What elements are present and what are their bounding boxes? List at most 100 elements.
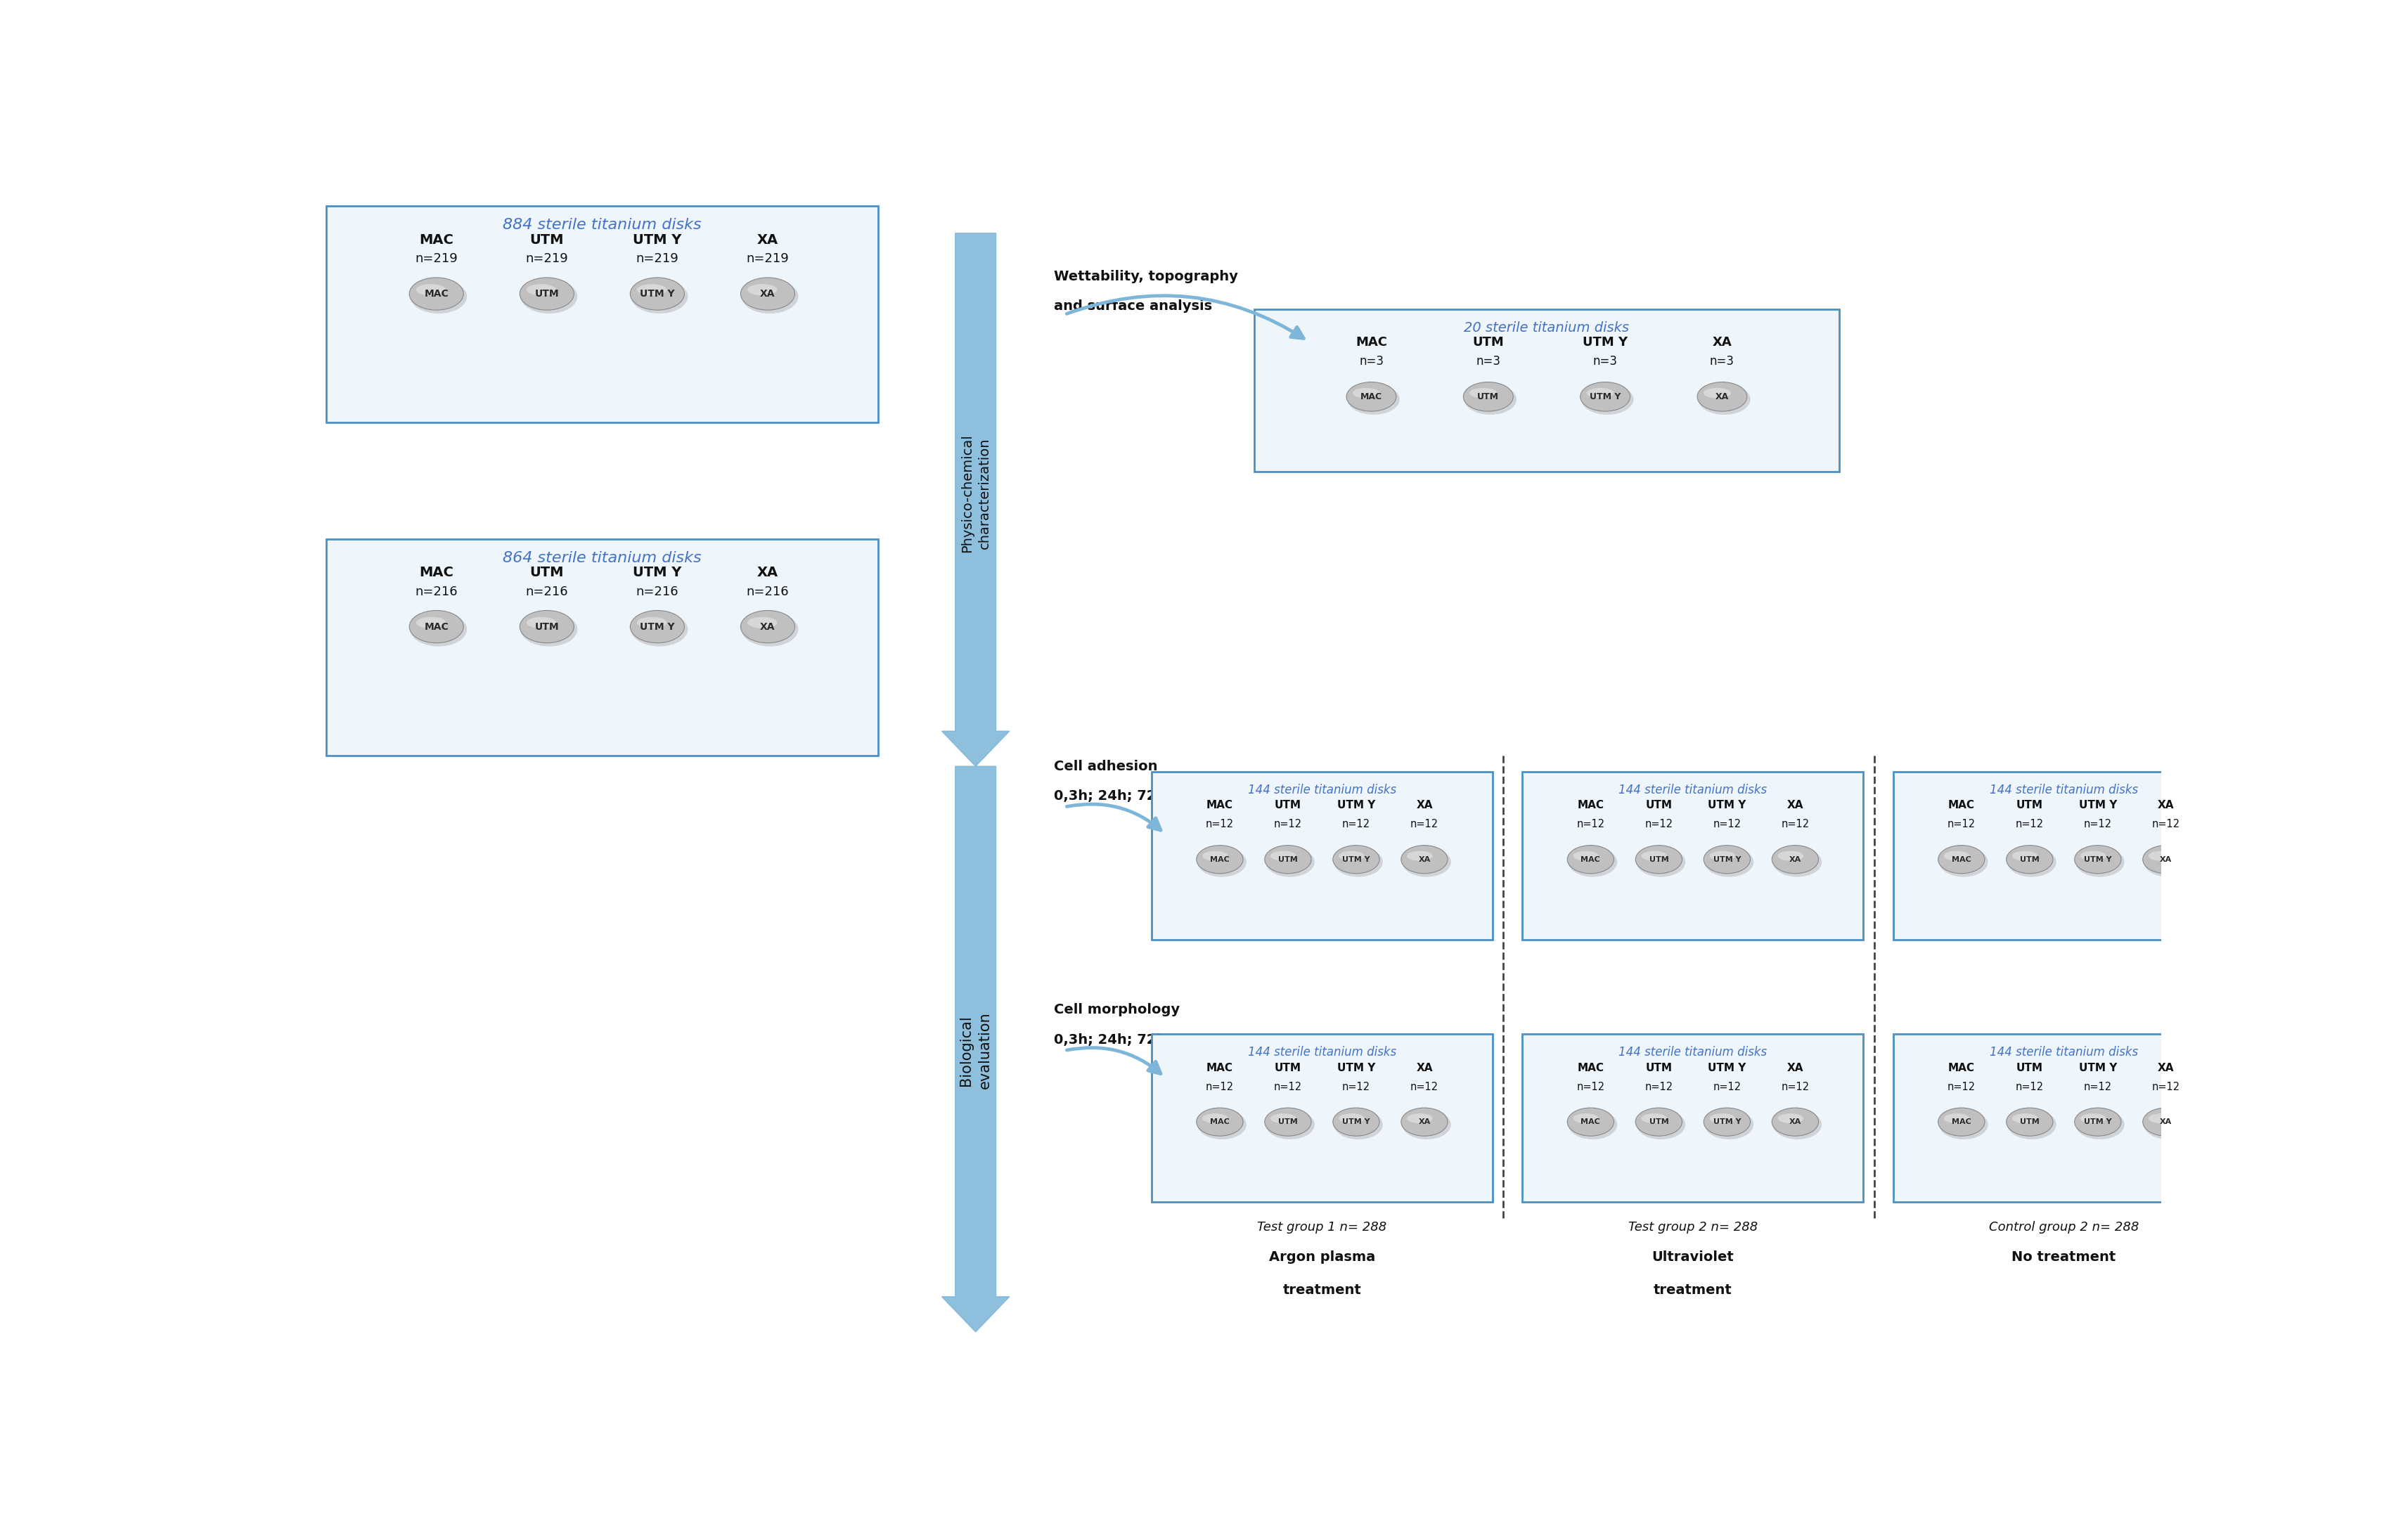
Ellipse shape (1580, 382, 1630, 411)
Ellipse shape (1572, 851, 1599, 862)
Text: Test group 2 n= 288: Test group 2 n= 288 (1628, 1220, 1758, 1234)
Ellipse shape (409, 279, 467, 314)
Ellipse shape (1642, 851, 1666, 862)
Ellipse shape (1401, 1108, 1447, 1136)
Ellipse shape (742, 279, 799, 314)
Ellipse shape (1582, 385, 1633, 415)
Text: n=12: n=12 (2153, 1081, 2179, 1091)
Text: n=219: n=219 (636, 253, 679, 265)
Text: Wettability, topography: Wettability, topography (1055, 270, 1238, 284)
Text: n=12: n=12 (1206, 1081, 1233, 1091)
Ellipse shape (1464, 385, 1517, 415)
Ellipse shape (2013, 1113, 2037, 1124)
Ellipse shape (2143, 1108, 2189, 1136)
Text: MAC: MAC (1948, 800, 1975, 811)
Ellipse shape (1334, 1110, 1382, 1139)
Text: XA: XA (761, 288, 775, 299)
Ellipse shape (1698, 385, 1751, 415)
Text: UTM: UTM (1649, 855, 1669, 863)
Text: No treatment: No treatment (2011, 1251, 2117, 1265)
Ellipse shape (1777, 1113, 1804, 1124)
Ellipse shape (1469, 388, 1498, 399)
Text: MAC: MAC (1580, 1119, 1601, 1125)
Text: XA: XA (761, 622, 775, 632)
Text: n=216: n=216 (636, 586, 679, 598)
Ellipse shape (1710, 1113, 1736, 1124)
Text: XA: XA (1416, 800, 1433, 811)
Text: n=219: n=219 (525, 253, 568, 265)
Text: n=12: n=12 (1274, 1081, 1303, 1091)
Ellipse shape (742, 610, 795, 642)
Text: MAC: MAC (1948, 1062, 1975, 1073)
Text: UTM: UTM (1279, 855, 1298, 863)
Ellipse shape (1334, 845, 1380, 874)
Ellipse shape (742, 612, 799, 647)
Ellipse shape (2143, 1110, 2194, 1139)
Ellipse shape (1353, 388, 1380, 399)
Ellipse shape (1705, 848, 1753, 877)
Ellipse shape (1334, 848, 1382, 877)
Ellipse shape (2006, 845, 2054, 874)
Text: Physico-chemical
characterization: Physico-chemical characterization (961, 434, 992, 552)
Text: XA: XA (1712, 336, 1731, 350)
Text: n=12: n=12 (1948, 1081, 1975, 1091)
Ellipse shape (1772, 845, 1818, 874)
Ellipse shape (1401, 845, 1447, 874)
Ellipse shape (409, 277, 462, 310)
Text: UTM Y: UTM Y (1336, 800, 1375, 811)
Text: and surface analysis: and surface analysis (1055, 299, 1211, 313)
Text: UTM: UTM (1274, 1062, 1300, 1073)
Text: 144 sterile titanium disks: 144 sterile titanium disks (1989, 783, 2138, 796)
Text: n=12: n=12 (1712, 1081, 1741, 1091)
Text: MAC: MAC (1206, 800, 1233, 811)
Ellipse shape (1401, 1110, 1452, 1139)
Text: 884 sterile titanium disks: 884 sterile titanium disks (503, 218, 701, 231)
Ellipse shape (2143, 848, 2194, 877)
Text: UTM: UTM (530, 233, 563, 247)
Ellipse shape (1406, 1113, 1433, 1124)
Ellipse shape (1202, 851, 1228, 862)
Ellipse shape (1568, 845, 1613, 874)
Text: 144 sterile titanium disks: 144 sterile titanium disks (1247, 783, 1397, 796)
Ellipse shape (2081, 1113, 2107, 1124)
FancyBboxPatch shape (1893, 771, 2235, 940)
Text: n=12: n=12 (1782, 819, 1808, 829)
FancyBboxPatch shape (1151, 1035, 1493, 1202)
Text: MAC: MAC (424, 622, 448, 632)
Ellipse shape (1271, 1113, 1296, 1124)
Ellipse shape (1464, 382, 1512, 411)
Text: n=219: n=219 (746, 253, 790, 265)
Ellipse shape (527, 284, 556, 296)
Text: Cell adhesion: Cell adhesion (1055, 760, 1158, 773)
Text: n=12: n=12 (1577, 1081, 1604, 1091)
Text: UTM: UTM (2015, 1062, 2042, 1073)
Text: XA: XA (2158, 800, 2174, 811)
Ellipse shape (1635, 845, 1683, 874)
Polygon shape (942, 766, 1009, 1332)
Text: Cell morphology: Cell morphology (1055, 1003, 1180, 1016)
Ellipse shape (527, 616, 556, 629)
Ellipse shape (746, 284, 778, 296)
Text: UTM Y: UTM Y (1589, 392, 1621, 402)
Text: n=219: n=219 (414, 253, 458, 265)
Text: treatment: treatment (1283, 1283, 1361, 1297)
Ellipse shape (2076, 1108, 2121, 1136)
Ellipse shape (1334, 1108, 1380, 1136)
Text: UTM Y: UTM Y (1712, 1119, 1741, 1125)
Text: UTM Y: UTM Y (633, 566, 681, 579)
Ellipse shape (746, 616, 778, 629)
Text: XA: XA (1787, 800, 1804, 811)
Text: XA: XA (2160, 855, 2172, 863)
Ellipse shape (1271, 851, 1296, 862)
Text: treatment: treatment (1654, 1283, 1731, 1297)
Ellipse shape (417, 284, 445, 296)
Text: XA: XA (1418, 1119, 1430, 1125)
Text: MAC: MAC (1209, 1119, 1230, 1125)
Ellipse shape (1197, 1110, 1247, 1139)
Text: UTM: UTM (530, 566, 563, 579)
Ellipse shape (1267, 1110, 1315, 1139)
Text: MAC: MAC (1356, 336, 1387, 350)
Text: UTM: UTM (1649, 1119, 1669, 1125)
Text: n=3: n=3 (1710, 356, 1734, 368)
Text: UTM Y: UTM Y (1336, 1062, 1375, 1073)
